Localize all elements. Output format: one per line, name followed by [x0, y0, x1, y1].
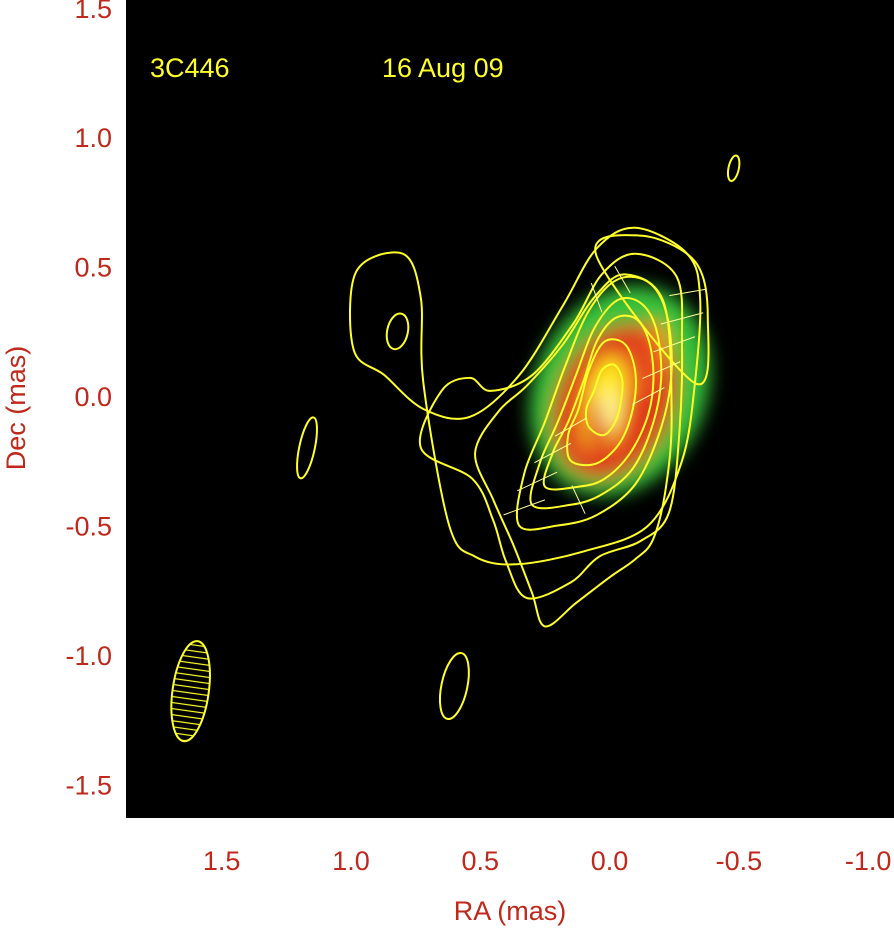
contour-6 [418, 252, 684, 600]
y-tick-label: 0.5 [74, 253, 112, 283]
y-tick-label: -1.0 [65, 641, 112, 671]
beam-ellipse [170, 640, 211, 743]
x-axis-ticks: 1.5 1.0 0.5 0.0 -0.5 -1.0 [203, 804, 892, 876]
x-tick-label: -1.0 [845, 846, 892, 876]
beam-layer [170, 640, 211, 743]
isolated-contour-1 [296, 416, 318, 480]
polarization-vector-10 [590, 282, 603, 313]
polarization-vector-11 [571, 485, 586, 514]
isolated-contour-2 [385, 312, 410, 351]
intensity-knot-red [632, 328, 659, 391]
y-axis-title: Dec (mas) [1, 346, 31, 471]
isolated-contour-0 [438, 651, 470, 721]
plot-area [126, 0, 894, 818]
isolated-contour-3 [726, 154, 741, 182]
contour-8 [594, 234, 710, 386]
intensity-peak [601, 388, 618, 430]
x-tick-label: 1.0 [332, 846, 370, 876]
date-label: 16 Aug 09 [382, 53, 504, 83]
polarization-vector-6 [653, 336, 696, 353]
source-label: 3C446 [150, 53, 230, 83]
x-tick-label: 1.5 [203, 846, 241, 876]
x-axis-title: RA (mas) [454, 896, 567, 926]
contour-5 [349, 226, 702, 566]
x-tick-label: 0.0 [591, 846, 629, 876]
contour-layer [296, 154, 741, 721]
y-axis-ticks: 1.5 1.0 0.5 0.0 -0.5 -1.0 -1.5 [65, 0, 140, 800]
contour-3 [566, 338, 637, 467]
y-tick-label: 1.0 [74, 123, 112, 153]
y-tick-label: 1.5 [74, 0, 112, 24]
polarization-vector-5 [642, 361, 681, 380]
polarization-vector-0 [503, 499, 546, 516]
x-tick-label: 0.5 [461, 846, 499, 876]
polarization-vector-layer [503, 265, 706, 516]
y-tick-label: 0.0 [74, 382, 112, 412]
contour-7 [474, 273, 673, 628]
polarization-vector-7 [660, 312, 704, 325]
polarization-vector-1 [517, 471, 558, 492]
polarization-vector-2 [534, 442, 572, 464]
polarization-vector-4 [632, 387, 665, 405]
y-tick-label: -0.5 [65, 511, 112, 541]
polarization-vector-9 [614, 265, 631, 294]
x-tick-label: -0.5 [716, 846, 763, 876]
polarization-vector-8 [669, 288, 706, 297]
contour-1 [529, 296, 663, 510]
polarization-vector-3 [554, 417, 587, 437]
contour-4 [584, 363, 624, 437]
y-tick-label: -1.5 [65, 770, 112, 800]
